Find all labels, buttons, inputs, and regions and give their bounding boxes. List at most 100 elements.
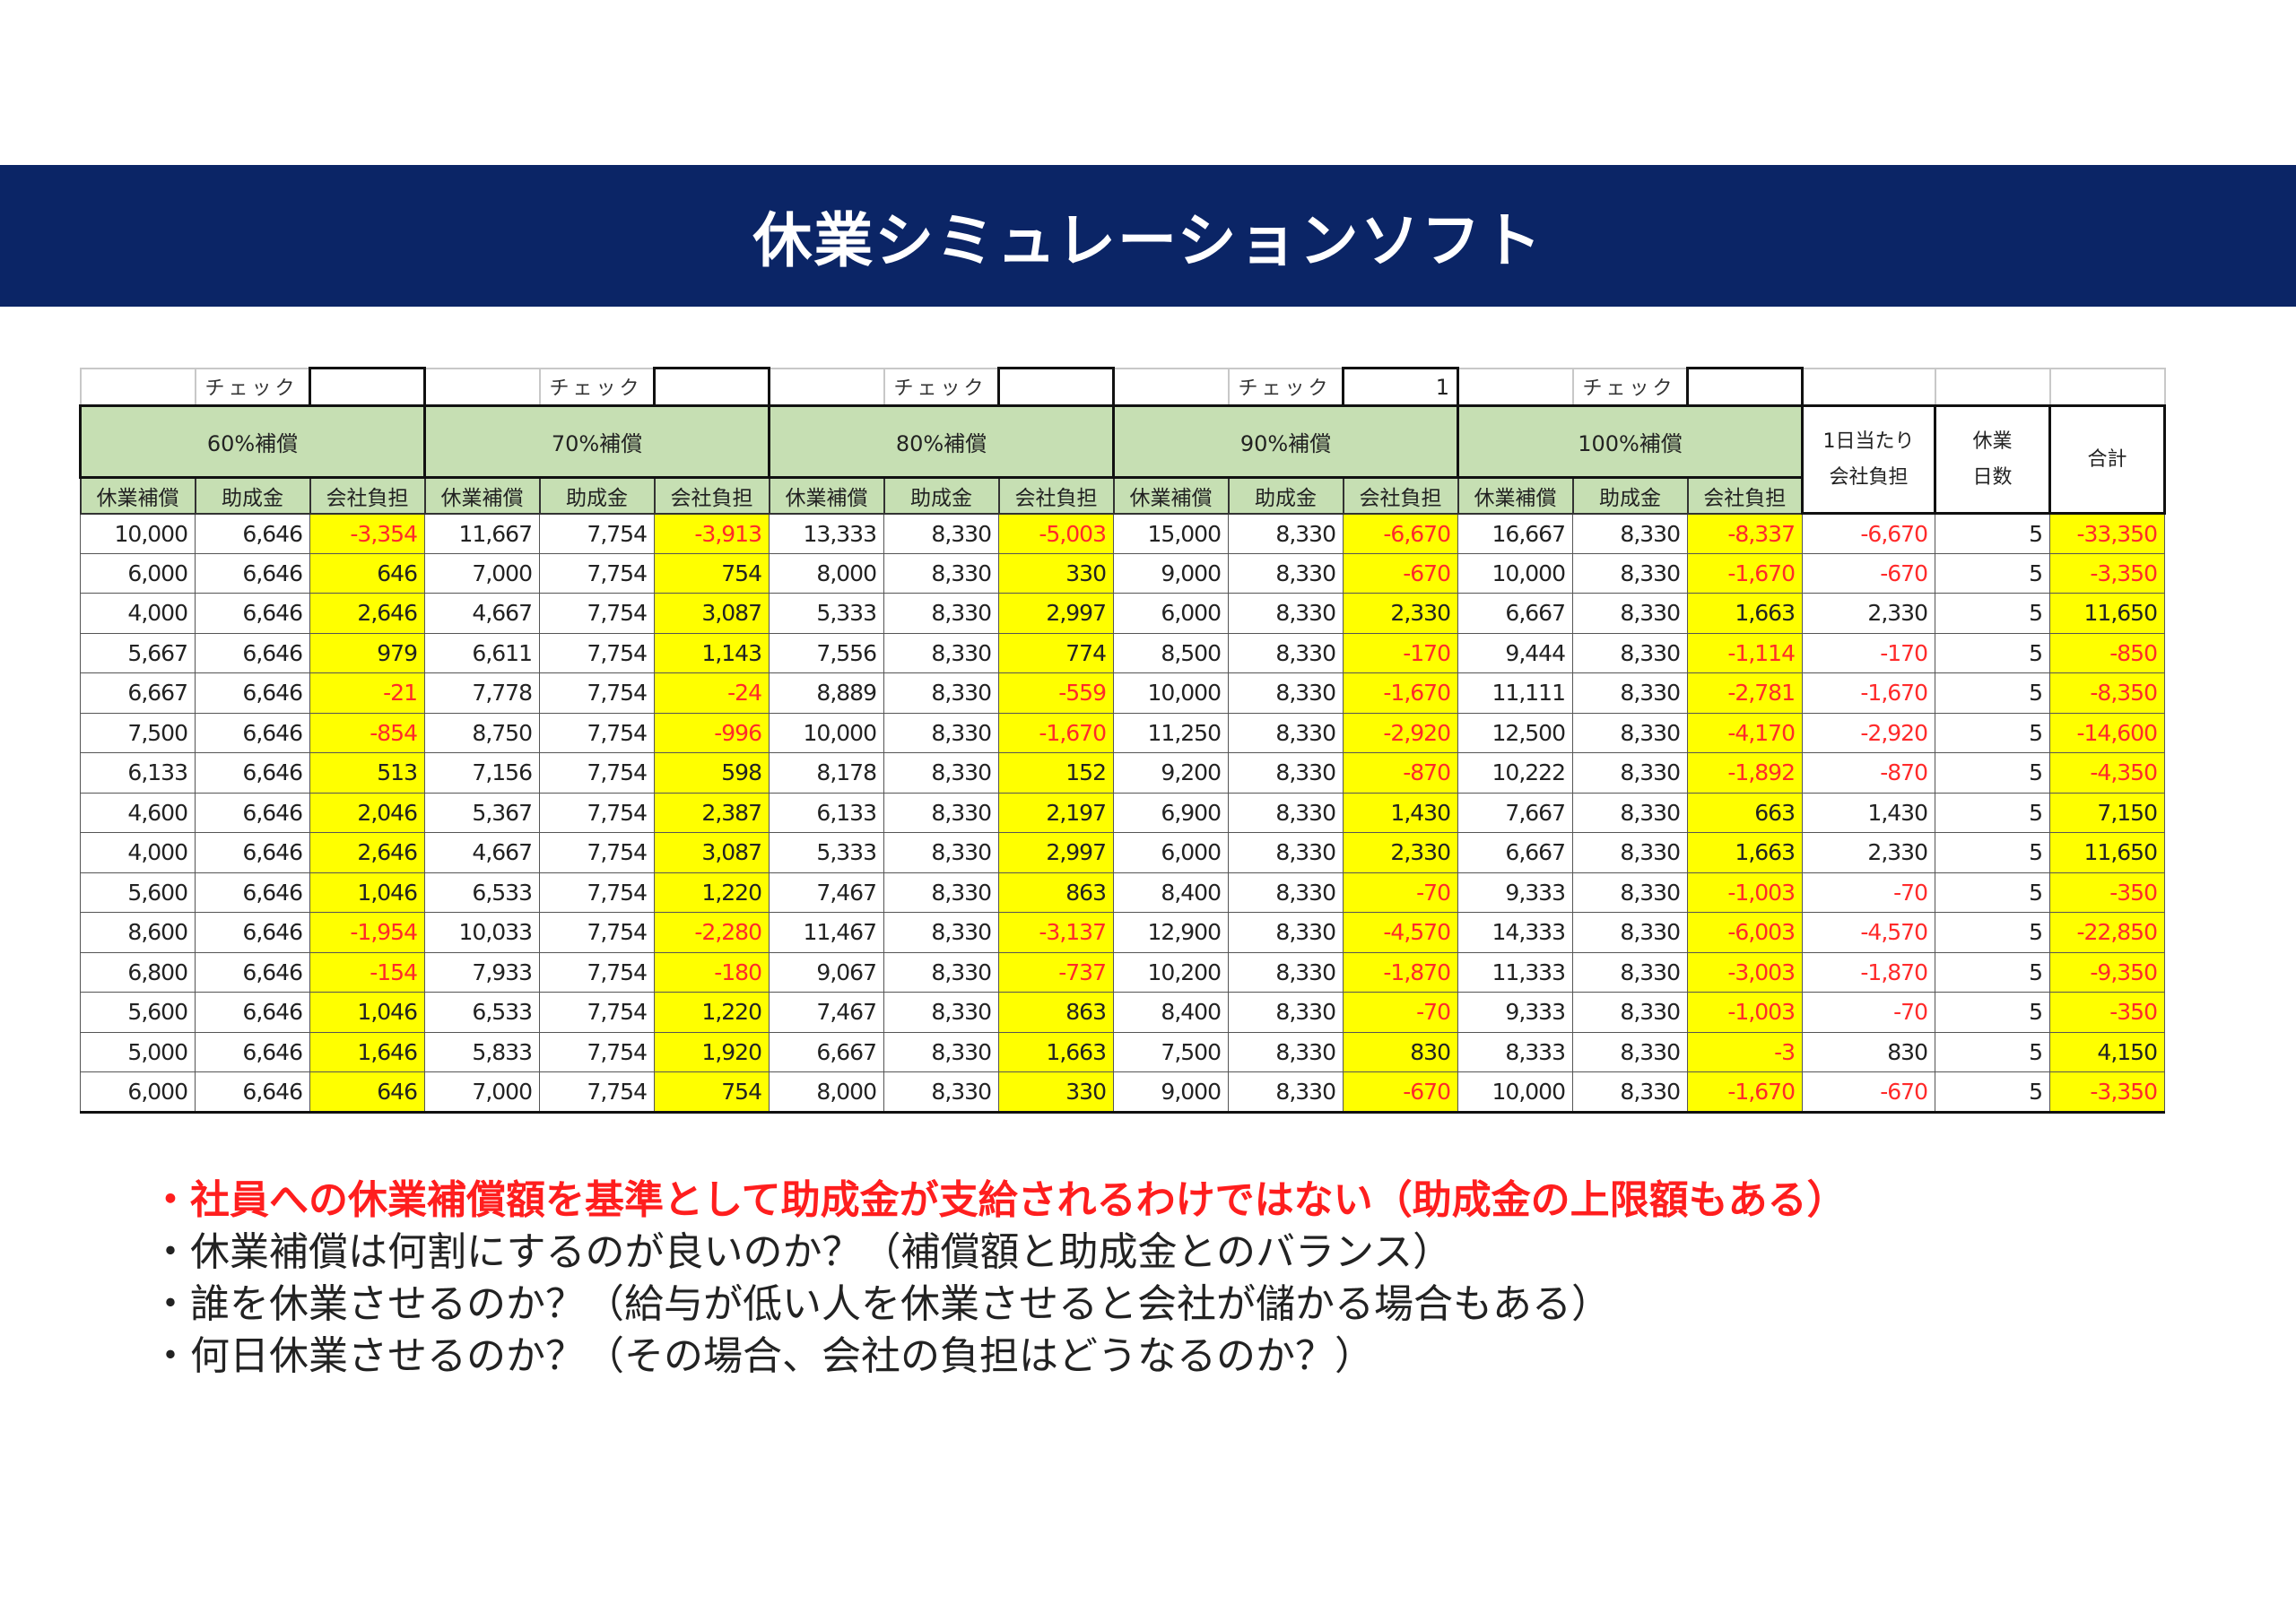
- table-cell[interactable]: 4,667: [424, 832, 540, 873]
- table-cell[interactable]: 5: [1935, 552, 2050, 594]
- table-cell[interactable]: 2,646: [309, 832, 425, 873]
- table-cell[interactable]: -2,920: [1802, 712, 1935, 753]
- table-cell[interactable]: 6,667: [1457, 593, 1573, 634]
- table-cell[interactable]: 6,646: [195, 672, 310, 714]
- table-cell[interactable]: 152: [998, 752, 1114, 794]
- table-cell[interactable]: 979: [309, 632, 425, 673]
- table-cell[interactable]: 330: [998, 552, 1114, 594]
- table-cell[interactable]: -870: [1802, 752, 1935, 794]
- table-cell[interactable]: 6,667: [80, 672, 196, 714]
- table-cell[interactable]: 6,667: [1457, 832, 1573, 873]
- table-cell[interactable]: 2,646: [309, 593, 425, 634]
- table-cell[interactable]: -1,670: [1687, 552, 1803, 594]
- table-cell[interactable]: 8,330: [883, 832, 999, 873]
- table-cell[interactable]: 8,330: [883, 593, 999, 634]
- table-cell[interactable]: 1,046: [309, 992, 425, 1033]
- table-cell[interactable]: 10,000: [1457, 552, 1573, 594]
- table-cell[interactable]: 7,754: [539, 752, 655, 794]
- table-cell[interactable]: -70: [1343, 992, 1458, 1033]
- table-cell[interactable]: 6,646: [195, 912, 310, 953]
- table-cell[interactable]: 6,646: [195, 513, 310, 554]
- table-cell[interactable]: 5: [1935, 1031, 2050, 1072]
- table-cell[interactable]: 6,000: [80, 552, 196, 594]
- table-cell[interactable]: 9,067: [769, 951, 884, 993]
- table-cell[interactable]: 8,000: [769, 552, 884, 594]
- table-cell[interactable]: -6,003: [1687, 912, 1803, 953]
- table-cell[interactable]: 1,430: [1343, 792, 1458, 833]
- table-cell[interactable]: -1,870: [1802, 951, 1935, 993]
- table-cell[interactable]: 6,646: [195, 1071, 310, 1114]
- table-cell[interactable]: 5: [1935, 992, 2050, 1033]
- table-cell[interactable]: 7,000: [424, 552, 540, 594]
- table-cell[interactable]: 11,111: [1457, 672, 1573, 714]
- table-cell[interactable]: -870: [1343, 752, 1458, 794]
- table-cell[interactable]: 8,178: [769, 752, 884, 794]
- table-cell[interactable]: 10,000: [1113, 672, 1229, 714]
- table-cell[interactable]: 8,330: [1228, 792, 1344, 833]
- table-cell[interactable]: 8,330: [883, 1031, 999, 1072]
- table-cell[interactable]: 8,330: [1572, 951, 1688, 993]
- table-cell[interactable]: -996: [654, 712, 770, 753]
- table-cell[interactable]: -4,570: [1343, 912, 1458, 953]
- table-cell[interactable]: 7,500: [1113, 1031, 1229, 1072]
- table-cell[interactable]: 5,333: [769, 593, 884, 634]
- table-cell[interactable]: 8,330: [1572, 792, 1688, 833]
- table-cell[interactable]: 2,197: [998, 792, 1114, 833]
- table-cell[interactable]: 6,646: [195, 552, 310, 594]
- table-cell[interactable]: -3,354: [309, 513, 425, 554]
- table-cell[interactable]: -1,003: [1687, 992, 1803, 1033]
- table-cell[interactable]: 1,430: [1802, 792, 1935, 833]
- table-cell[interactable]: 1,920: [654, 1031, 770, 1072]
- table-cell[interactable]: 8,330: [1572, 872, 1688, 913]
- table-cell[interactable]: -1,114: [1687, 632, 1803, 673]
- table-cell[interactable]: 8,330: [1228, 632, 1344, 673]
- table-cell[interactable]: 6,646: [195, 593, 310, 634]
- table-cell[interactable]: 12,900: [1113, 912, 1229, 953]
- table-cell[interactable]: -3,003: [1687, 951, 1803, 993]
- table-cell[interactable]: 330: [998, 1071, 1114, 1114]
- table-cell[interactable]: 5: [1935, 872, 2050, 913]
- table-cell[interactable]: 7,778: [424, 672, 540, 714]
- table-cell[interactable]: 5: [1935, 1071, 2050, 1114]
- table-cell[interactable]: 6,646: [195, 832, 310, 873]
- table-cell[interactable]: 7,933: [424, 951, 540, 993]
- table-cell[interactable]: 7,156: [424, 752, 540, 794]
- table-cell[interactable]: 7,754: [539, 593, 655, 634]
- table-cell[interactable]: 3,087: [654, 832, 770, 873]
- table-cell[interactable]: 646: [309, 1071, 425, 1114]
- table-cell[interactable]: 1,046: [309, 872, 425, 913]
- table-cell[interactable]: 8,330: [883, 951, 999, 993]
- table-cell[interactable]: -3,137: [998, 912, 1114, 953]
- table-cell[interactable]: 8,330: [1572, 712, 1688, 753]
- table-cell[interactable]: 10,000: [769, 712, 884, 753]
- table-cell[interactable]: 8,330: [1228, 951, 1344, 993]
- table-cell[interactable]: 8,000: [769, 1071, 884, 1114]
- table-cell[interactable]: 5: [1935, 752, 2050, 794]
- table-cell[interactable]: 7,667: [1457, 792, 1573, 833]
- table-cell[interactable]: -6,670: [1802, 513, 1935, 554]
- table-cell[interactable]: -737: [998, 951, 1114, 993]
- table-cell[interactable]: 7,754: [539, 872, 655, 913]
- table-cell[interactable]: 8,500: [1113, 632, 1229, 673]
- table-cell[interactable]: 8,400: [1113, 992, 1229, 1033]
- table-cell[interactable]: 5,667: [80, 632, 196, 673]
- table-cell[interactable]: 10,222: [1457, 752, 1573, 794]
- table-cell[interactable]: 830: [1343, 1031, 1458, 1072]
- table-cell[interactable]: 8,400: [1113, 872, 1229, 913]
- table-cell[interactable]: 6,646: [195, 992, 310, 1033]
- check-input-cell[interactable]: [1686, 367, 1804, 407]
- table-cell[interactable]: 8,330: [1228, 912, 1344, 953]
- table-cell[interactable]: 8,330: [1572, 992, 1688, 1033]
- table-cell[interactable]: -2,920: [1343, 712, 1458, 753]
- table-cell[interactable]: 6,000: [1113, 593, 1229, 634]
- table-cell[interactable]: 9,000: [1113, 552, 1229, 594]
- table-cell[interactable]: 7,754: [539, 912, 655, 953]
- table-cell[interactable]: 6,646: [195, 792, 310, 833]
- table-cell[interactable]: 8,330: [1572, 912, 1688, 953]
- table-cell[interactable]: 4,000: [80, 593, 196, 634]
- table-cell[interactable]: 8,600: [80, 912, 196, 953]
- table-cell[interactable]: 11,650: [2049, 832, 2165, 873]
- table-cell[interactable]: 1,663: [998, 1031, 1114, 1072]
- check-input-cell[interactable]: [997, 367, 1115, 407]
- table-cell[interactable]: 774: [998, 632, 1114, 673]
